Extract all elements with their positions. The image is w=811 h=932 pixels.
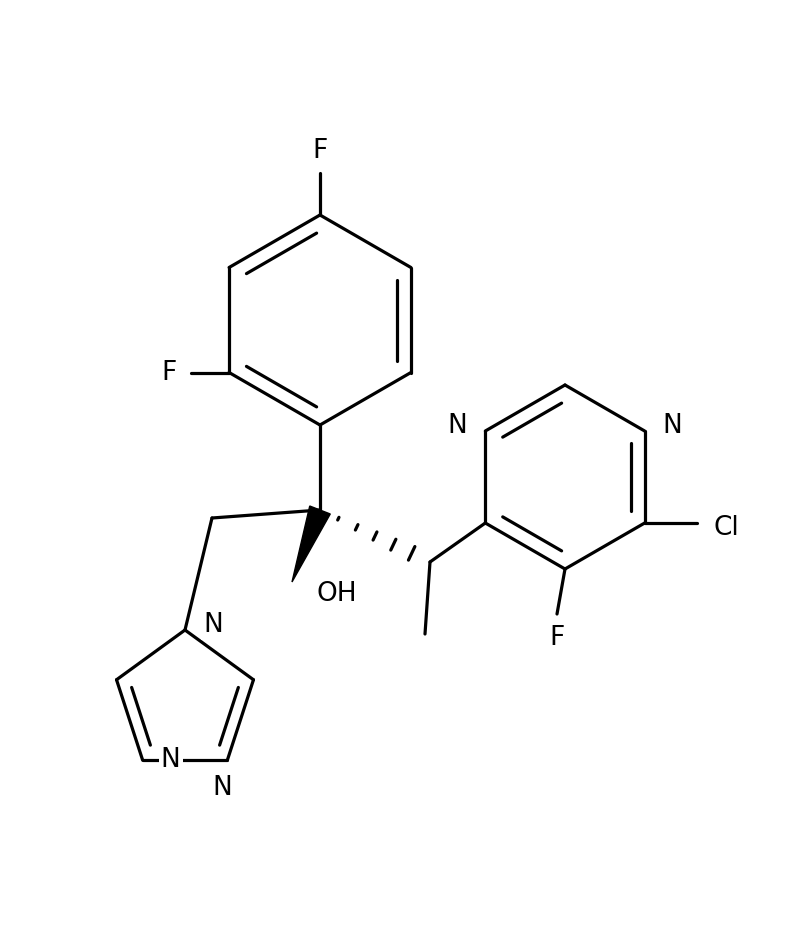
Text: N: N: [212, 775, 232, 802]
Polygon shape: [292, 506, 330, 582]
Text: F: F: [312, 138, 327, 164]
Text: F: F: [161, 360, 177, 386]
Text: N: N: [662, 413, 682, 439]
Text: Cl: Cl: [713, 515, 739, 541]
Text: N: N: [161, 747, 180, 774]
Text: N: N: [447, 413, 466, 439]
Text: OH: OH: [316, 581, 357, 607]
Text: N: N: [203, 612, 222, 638]
Text: F: F: [549, 625, 564, 651]
